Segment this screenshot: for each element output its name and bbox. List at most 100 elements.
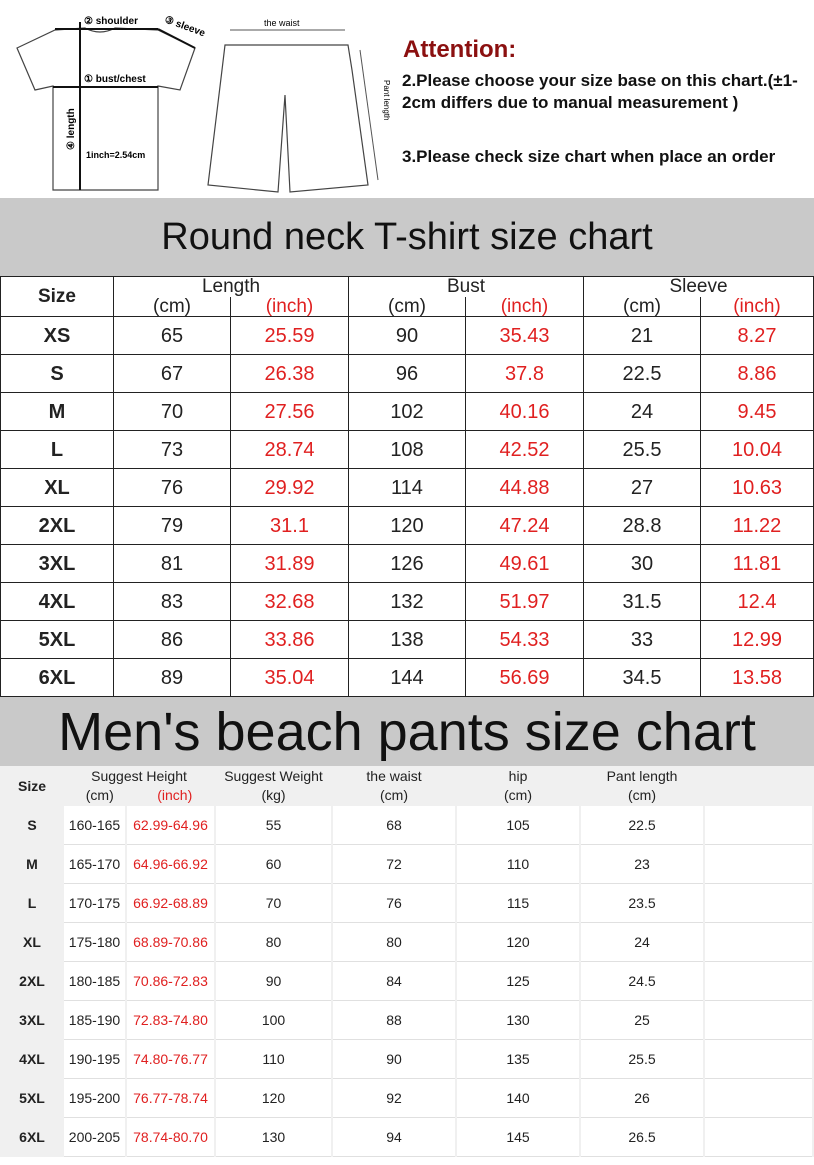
value-cell: 27 [583,468,701,507]
value-cell: 25 [581,1001,704,1040]
table-row: 6XL 89 35.04 144 56.69 34.5 13.58 [0,658,814,697]
value-cell: 126 [348,544,466,583]
value-cell: 37.8 [465,354,584,393]
value-cell: 74.80-76.77 [127,1040,215,1079]
value-cell: 26.5 [581,1118,704,1157]
value-cell: 27.56 [230,392,349,431]
empty-cell [705,923,812,962]
header-unit: (cm) [380,787,409,803]
pants-chart-title: Men's beach pants size chart [0,697,814,766]
attention-title: Attention: [403,36,517,63]
value-cell: 88 [333,1001,456,1040]
value-cell: 49.61 [465,544,584,583]
table-row: XS 65 25.59 90 35.43 21 8.27 [0,316,814,355]
value-cell: 21 [583,316,701,355]
table-row: 2XL 180-185 70.86-72.83 90 84 125 24.5 [2,962,812,1001]
value-cell: 89 [113,658,231,697]
table-row: S 67 26.38 96 37.8 22.5 8.86 [0,354,814,393]
size-cell: L [0,430,114,469]
table-row: S 160-165 62.99-64.96 55 68 105 22.5 [2,806,812,845]
tshirt-chart-title: Round neck T-shirt size chart [0,198,814,276]
size-cell: 4XL [0,582,114,621]
inch-conversion: 1inch=2.54cm [86,150,145,160]
value-cell: 28.74 [230,430,349,469]
group-header: Length [113,276,349,297]
value-cell: 22.5 [581,806,704,845]
value-cell: 8.27 [700,316,814,355]
value-cell: 86 [113,620,231,659]
pants-size-table: Size Suggest Height (cm) (inch) Suggest Weig… [0,766,814,1157]
empty-header [705,766,812,806]
header-title: the waist [366,768,422,784]
value-cell: 200-205 [64,1118,125,1157]
empty-cell [705,1118,812,1157]
value-cell: 31.5 [583,582,701,621]
value-cell: 28.8 [583,506,701,545]
unit-cm: (cm) [113,296,231,317]
waist-label: the waist [264,18,300,28]
value-cell: 125 [457,962,580,1001]
table-row: 6XL 200-205 78.74-80.70 130 94 145 26.5 [2,1118,812,1157]
size-cell: 3XL [2,1001,62,1040]
unit-cm: (cm) [583,296,701,317]
value-cell: 115 [457,884,580,923]
value-cell: 31.89 [230,544,349,583]
value-cell: 70 [113,392,231,431]
table-row: XL 175-180 68.89-70.86 80 80 120 24 [2,923,812,962]
value-cell: 31.1 [230,506,349,545]
value-cell: 185-190 [64,1001,125,1040]
value-cell: 96 [348,354,466,393]
size-cell: 6XL [0,658,114,697]
value-cell: 25.5 [581,1040,704,1079]
value-cell: 80 [216,923,332,962]
value-cell: 47.24 [465,506,584,545]
value-cell: 9.45 [700,392,814,431]
value-cell: 132 [348,582,466,621]
value-cell: 25.59 [230,316,349,355]
value-cell: 35.43 [465,316,584,355]
header-title: Suggest Weight [224,768,323,784]
unit-inch: (inch) [230,296,349,317]
value-cell: 10.63 [700,468,814,507]
empty-cell [705,806,812,845]
value-cell: 76 [113,468,231,507]
unit-row: (cm) (inch) (cm) (inch) (cm) (inch) [1,296,814,317]
value-cell: 24 [581,923,704,962]
value-cell: 70 [216,884,332,923]
table-row: M 165-170 64.96-66.92 60 72 110 23 [2,845,812,884]
value-cell: 44.88 [465,468,584,507]
value-cell: 180-185 [64,962,125,1001]
value-cell: 110 [216,1040,332,1079]
pant-length-label: Pant length [382,80,391,120]
value-cell: 33 [583,620,701,659]
value-cell: 90 [348,316,466,355]
value-cell: 138 [348,620,466,659]
value-cell: 135 [457,1040,580,1079]
value-cell: 12.4 [700,582,814,621]
value-cell: 33.86 [230,620,349,659]
empty-cell [705,845,812,884]
size-cell: M [0,392,114,431]
value-cell: 25.5 [583,430,701,469]
table-row: 4XL 190-195 74.80-76.77 110 90 135 25.5 [2,1040,812,1079]
value-cell: 13.58 [700,658,814,697]
value-cell: 51.97 [465,582,584,621]
header-row: Size Suggest Height (cm) (inch) Suggest Weig… [2,766,812,806]
value-cell: 40.16 [465,392,584,431]
value-cell: 130 [457,1001,580,1040]
value-cell: 102 [348,392,466,431]
value-cell: 35.04 [230,658,349,697]
garment-illustration: ② shoulder ③ sleeve ① bust/chest ④ lengt… [16,14,391,193]
table-row: 5XL 86 33.86 138 54.33 33 12.99 [0,620,814,659]
waist-header: the waist (cm) [333,766,456,806]
value-cell: 145 [457,1118,580,1157]
value-cell: 120 [457,923,580,962]
value-cell: 29.92 [230,468,349,507]
value-cell: 170-175 [64,884,125,923]
size-cell: 5XL [0,620,114,659]
value-cell: 195-200 [64,1079,125,1118]
size-cell: 3XL [0,544,114,583]
table-row: 4XL 83 32.68 132 51.97 31.5 12.4 [0,582,814,621]
size-header: Size [2,766,62,806]
value-cell: 60 [216,845,332,884]
